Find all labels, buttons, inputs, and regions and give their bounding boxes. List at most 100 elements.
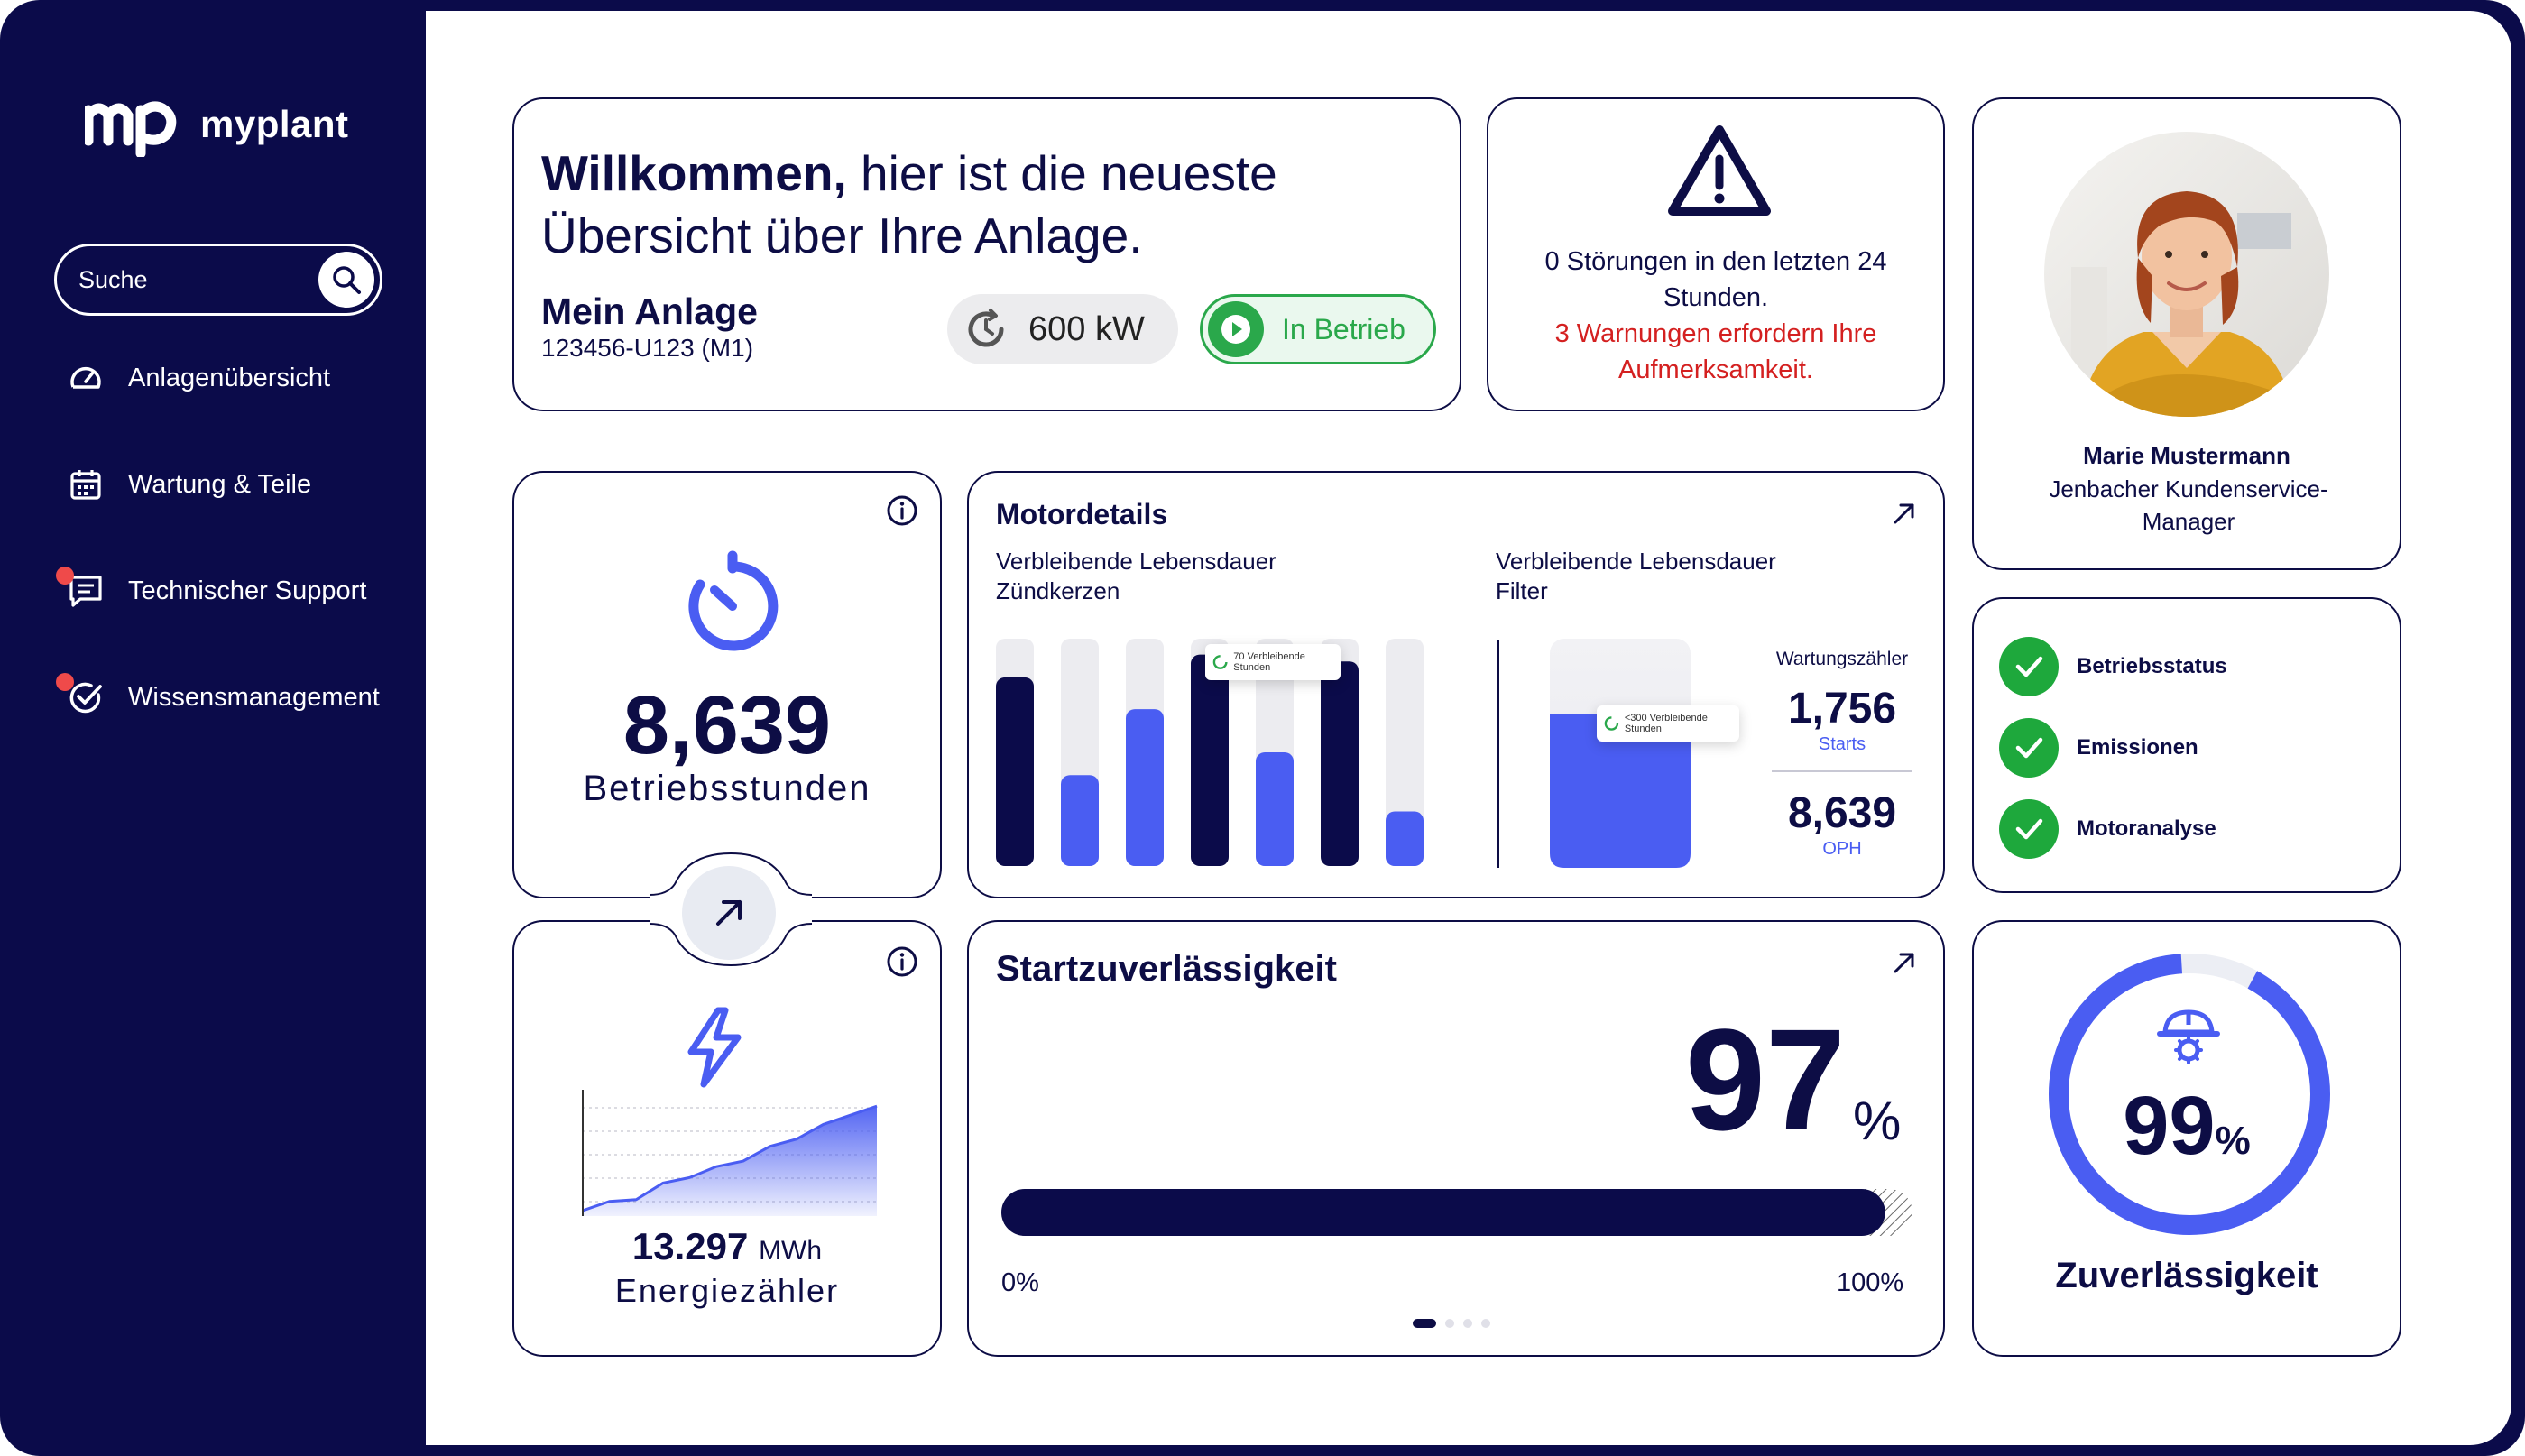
check-label: Emissionen [2077, 735, 2198, 760]
notification-badge [56, 567, 74, 585]
bar-track [1386, 639, 1424, 866]
oph-value: 8,639 [1787, 789, 1897, 837]
divider [1772, 770, 1912, 772]
chat-icon [69, 576, 102, 607]
filter-tooltip-text: <300 Verbleibende Stunden [1624, 713, 1708, 734]
oph-label: OPH [1822, 839, 1862, 859]
motor-title: Motordetails [996, 498, 1168, 530]
nav-item-wartung[interactable]: Wartung & Teile [67, 462, 311, 507]
info-icon[interactable] [886, 494, 918, 527]
contact-name: Marie Mustermann [2083, 442, 2290, 469]
bar[interactable] [1191, 654, 1229, 866]
bar[interactable] [1256, 752, 1294, 866]
expand-arrow-icon[interactable] [1891, 949, 1918, 976]
energy-line [582, 1104, 878, 1212]
pagination-dot[interactable] [1481, 1319, 1490, 1328]
arrow-up-right-icon [716, 900, 742, 926]
status-text: In Betrieb [1282, 312, 1405, 346]
nav-label: Technischer Support [128, 576, 367, 605]
nav-label: Anlagenübersicht [128, 363, 331, 392]
pagination-dots [1413, 1319, 1490, 1328]
bar[interactable] [1321, 661, 1359, 866]
start-reliability-unit: % [1853, 1091, 1902, 1151]
reliability-label: Zuverlässigkeit [2055, 1256, 2318, 1295]
check-item-emissionen[interactable]: Emissionen [1999, 718, 2198, 778]
starts-value: 1,756 [1787, 685, 1897, 733]
nav-label: Wartung & Teile [128, 469, 312, 499]
search-input[interactable] [78, 257, 313, 302]
motor-details-card: Motordetails Verbleibende Lebensdauer Zü… [967, 471, 1945, 898]
plugs-label: Verbleibende Lebensdauer Zündkerzen [996, 548, 1276, 604]
check-circle-icon [69, 682, 102, 714]
progress-max-label: 100% [1837, 1268, 1904, 1297]
check-label: Betriebsstatus [2077, 654, 2227, 678]
timer-icon [688, 550, 779, 651]
start-reliability-title: Startzuverlässigkeit [996, 949, 1337, 989]
hours-value: 8,639 [622, 679, 832, 771]
check-item-motoranalyse[interactable]: Motoranalyse [1999, 799, 2216, 859]
pagination-dot[interactable] [1445, 1319, 1454, 1328]
starts-label: Starts [1818, 734, 1866, 754]
warning-icon [1668, 125, 1771, 216]
reliability-ring-fill [2049, 954, 2330, 1235]
play-icon [1221, 315, 1250, 344]
divider [1497, 640, 1499, 868]
lightning-icon [687, 1007, 742, 1088]
counter-label: Wartungszähler [1775, 649, 1909, 669]
info-icon[interactable] [886, 945, 918, 978]
notification-badge [56, 673, 74, 691]
open-details-button[interactable] [682, 866, 776, 960]
filter-label: Verbleibende Lebensdauer Filter [1496, 548, 1776, 604]
progress-ring-icon [1212, 655, 1228, 669]
checkmark-icon [2015, 656, 2043, 677]
pagination-dot[interactable] [1463, 1319, 1472, 1328]
pagination-dot-active[interactable] [1413, 1319, 1436, 1328]
power-value: 600 kW [1028, 309, 1145, 348]
start-reliability-progress-bar [1001, 1189, 1912, 1236]
bar[interactable] [1061, 775, 1099, 866]
gauge-icon [70, 366, 101, 389]
avatar[interactable] [2044, 132, 2329, 417]
energy-value: 13.297 [631, 1225, 749, 1267]
checkmark-icon [2015, 737, 2043, 759]
status-checks-card: Betriebsstatus Emissionen Motoranalyse [1972, 597, 2401, 893]
start-reliability-value: 97 [1685, 999, 1846, 1160]
energy-value-row: 13.297 MWh [514, 1225, 940, 1268]
bar[interactable] [996, 677, 1034, 866]
start-reliability-card: Startzuverlässigkeit 97 % 0% 100% [967, 920, 1945, 1357]
filter-gauge [1550, 639, 1691, 868]
plugs-tooltip-text: 70 Verbleibende Stunden [1233, 651, 1305, 673]
logo[interactable]: myplant [85, 92, 349, 157]
hours-label: Betriebsstunden [583, 769, 871, 808]
bar[interactable] [1126, 709, 1164, 866]
reliability-value: 99 [2123, 1080, 2216, 1172]
engineer-helmet-icon [2157, 1009, 2220, 1064]
energy-card: 13.297 MWh Energiezähler [512, 920, 942, 1357]
search-button[interactable] [318, 252, 374, 308]
energy-area-chart [582, 1090, 878, 1216]
calendar-icon [70, 470, 101, 500]
expand-arrow-icon[interactable] [1891, 500, 1918, 527]
search-icon [333, 266, 361, 294]
nav-item-technischer-support[interactable]: Technischer Support [56, 567, 367, 613]
power-badge: 600 kW [947, 294, 1178, 364]
energy-label: Energiezähler [614, 1272, 840, 1309]
alert-disturbances: 0 Störungen in den letzten 24 Stunden. [1544, 247, 1887, 312]
plugs-tooltip: 70 Verbleibende Stunden [1205, 644, 1341, 680]
bar[interactable] [1386, 811, 1424, 866]
power-gauge-icon [968, 309, 1004, 347]
alert-warnings[interactable]: 3 Warnungen erfordern Ihre Aufmerksamkei… [1554, 319, 1877, 384]
nav-item-wissensmanagement[interactable]: Wissensmanagement [56, 673, 380, 720]
reliability-ring [2049, 954, 2330, 1235]
progress-ring-icon [1604, 716, 1619, 731]
nav-item-anlagenuebersicht[interactable]: Anlagenübersicht [67, 355, 330, 401]
welcome-card: Willkommen, hier ist die neueste Übersic… [512, 97, 1461, 411]
contact-role: Jenbacher Kundenservice-Manager [2049, 475, 2328, 535]
myplant-logo-icon [85, 101, 177, 157]
status-badge[interactable]: In Betrieb [1200, 294, 1436, 364]
alerts-card: 0 Störungen in den letzten 24 Stunden. 3… [1487, 97, 1945, 411]
checkmark-icon [2015, 818, 2043, 840]
welcome-title: Willkommen, hier ist die neueste Übersic… [541, 145, 1277, 263]
check-label: Motoranalyse [2077, 816, 2216, 841]
check-item-betriebsstatus[interactable]: Betriebsstatus [1999, 637, 2227, 696]
